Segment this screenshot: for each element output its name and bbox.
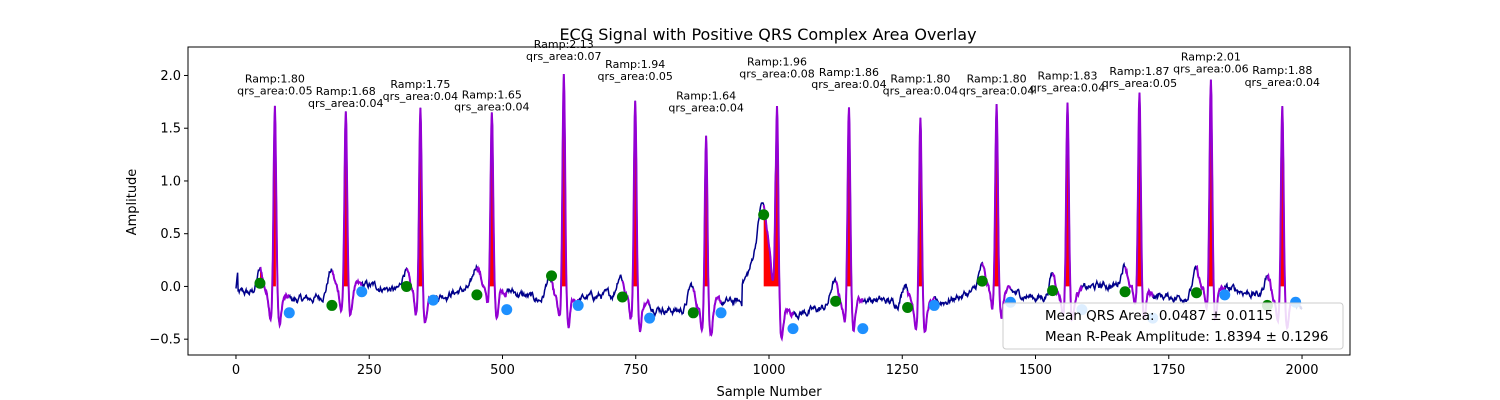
q-point-2 <box>326 299 338 311</box>
qrs-area-label-5: qrs_area:0.07 <box>526 50 601 63</box>
x-tick-label-500: 500 <box>490 363 515 378</box>
q-point-4 <box>471 289 483 301</box>
qrs-area-label-15: qrs_area:0.04 <box>1245 76 1320 89</box>
beat-segment-5 <box>550 73 580 329</box>
qrs-area-label-2: qrs_area:0.04 <box>308 97 383 110</box>
q-point-3 <box>401 280 413 292</box>
q-point-8 <box>758 209 770 221</box>
qrs-area-fill-1 <box>260 105 276 287</box>
s-point-7 <box>715 307 727 319</box>
qrs-area-fill-9 <box>843 107 855 287</box>
y-tick-label-4: 1.5 <box>160 122 181 137</box>
s-point-2 <box>356 286 368 298</box>
x-tick-label-1750: 1750 <box>1152 363 1185 378</box>
qrs-area-fill-12 <box>1063 102 1072 287</box>
qrs-area-fills <box>260 74 1286 287</box>
y-tick-label-3: 1.0 <box>160 174 181 189</box>
ramp-label-14: Ramp:2.01 <box>1181 50 1241 63</box>
q-point-10 <box>902 302 914 314</box>
q-point-13 <box>1119 286 1131 298</box>
qrs-area-label-11: qrs_area:0.04 <box>959 85 1034 98</box>
ramp-label-7: Ramp:1.64 <box>676 89 736 102</box>
s-point-5 <box>572 299 584 311</box>
qrs-area-label-7: qrs_area:0.04 <box>668 101 743 114</box>
legend-entry-qrs-area: Mean QRS Area: 0.0487 ± 0.0115 <box>1045 308 1273 324</box>
s-point-8 <box>787 323 799 335</box>
q-point-5 <box>546 270 558 282</box>
ramp-label-12: Ramp:1.83 <box>1037 69 1097 82</box>
x-tick-label-1000: 1000 <box>752 363 785 378</box>
qrs-area-label-4: qrs_area:0.04 <box>454 100 529 113</box>
s-point-1 <box>283 307 295 319</box>
q-point-6 <box>616 291 628 303</box>
ramp-label-9: Ramp:1.86 <box>819 66 879 79</box>
x-tick-label-750: 750 <box>623 363 648 378</box>
legend-box <box>1002 302 1344 350</box>
legend-entry-r-peak-amplitude: Mean R-Peak Amplitude: 1.8394 ± 0.1296 <box>1045 329 1329 345</box>
ramp-label-6: Ramp:1.94 <box>605 58 665 71</box>
legend: Mean QRS Area: 0.0487 ± 0.0115 Mean R-Pe… <box>1002 302 1344 350</box>
s-point-9 <box>857 323 869 335</box>
q-point-12 <box>1047 285 1059 297</box>
ramp-label-15: Ramp:1.88 <box>1252 64 1312 77</box>
y-tick-label-1: 0.0 <box>160 280 181 295</box>
s-point-10 <box>928 299 940 311</box>
q-point-9 <box>830 295 842 307</box>
x-axis: 0 250 500 750 1000 1250 1500 1750 2000 <box>232 355 1319 378</box>
q-point-7 <box>687 307 699 319</box>
beat-segment-8 <box>762 105 794 342</box>
qrs-area-label-8: qrs_area:0.08 <box>739 68 814 81</box>
beat-segment-15 <box>1266 106 1297 331</box>
ramp-label-10: Ramp:1.80 <box>890 73 950 86</box>
beat-segment-2 <box>331 111 363 318</box>
x-tick-label-0: 0 <box>232 363 240 378</box>
y-axis-label: Amplitude <box>125 169 140 236</box>
x-axis-label: Sample Number <box>716 385 822 400</box>
qs-point-markers <box>254 209 1302 335</box>
qrs-area-label-6: qrs_area:0.05 <box>597 70 672 83</box>
s-point-3 <box>427 294 439 306</box>
qrs-area-label-1: qrs_area:0.05 <box>237 85 312 98</box>
x-tick-label-250: 250 <box>357 363 382 378</box>
beat-segment-14 <box>1195 79 1226 321</box>
beat-segment-13 <box>1124 92 1154 321</box>
y-tick-label-5: 2.0 <box>160 69 181 84</box>
q-point-1 <box>254 277 266 289</box>
qrs-area-label-14: qrs_area:0.06 <box>1173 62 1248 75</box>
ecg-signal-layer <box>235 73 1303 342</box>
beat-segment-1 <box>259 105 290 329</box>
chart-title: ECG Signal with Positive QRS Complex Are… <box>559 25 976 44</box>
qrs-area-label-9: qrs_area:0.04 <box>811 78 886 91</box>
y-tick-label-0: −0.5 <box>149 333 181 348</box>
ramp-label-2: Ramp:1.68 <box>316 85 376 98</box>
q-point-11 <box>976 275 988 287</box>
x-tick-label-1500: 1500 <box>1019 363 1052 378</box>
qrs-area-label-10: qrs_area:0.04 <box>883 85 958 98</box>
s-point-4 <box>501 304 513 316</box>
beat-segment-7 <box>692 135 722 338</box>
qrs-area-fill-6 <box>630 100 640 287</box>
ramp-label-8: Ramp:1.96 <box>747 56 807 69</box>
beat-segment-4 <box>475 112 508 321</box>
ramp-label-5: Ramp:2.13 <box>534 38 594 51</box>
qrs-area-label-12: qrs_area:0.04 <box>1030 81 1105 94</box>
s-point-6 <box>644 312 656 324</box>
ramp-label-13: Ramp:1.87 <box>1109 65 1169 78</box>
qrs-area-label-13: qrs_area:0.05 <box>1102 77 1177 90</box>
ramp-label-1: Ramp:1.80 <box>245 73 305 86</box>
ramp-label-3: Ramp:1.75 <box>390 78 450 91</box>
ramp-label-4: Ramp:1.65 <box>462 88 522 101</box>
y-axis: −0.5 0.0 0.5 1.0 1.5 2.0 <box>149 69 188 348</box>
s-point-14 <box>1219 289 1231 301</box>
x-tick-label-1250: 1250 <box>886 363 919 378</box>
q-point-14 <box>1190 287 1202 299</box>
beat-segment-10 <box>906 117 936 334</box>
y-tick-label-2: 0.5 <box>160 227 181 242</box>
ramp-label-11: Ramp:1.80 <box>967 73 1027 86</box>
qrs-area-label-3: qrs_area:0.04 <box>383 90 458 103</box>
x-tick-label-2000: 2000 <box>1285 363 1318 378</box>
